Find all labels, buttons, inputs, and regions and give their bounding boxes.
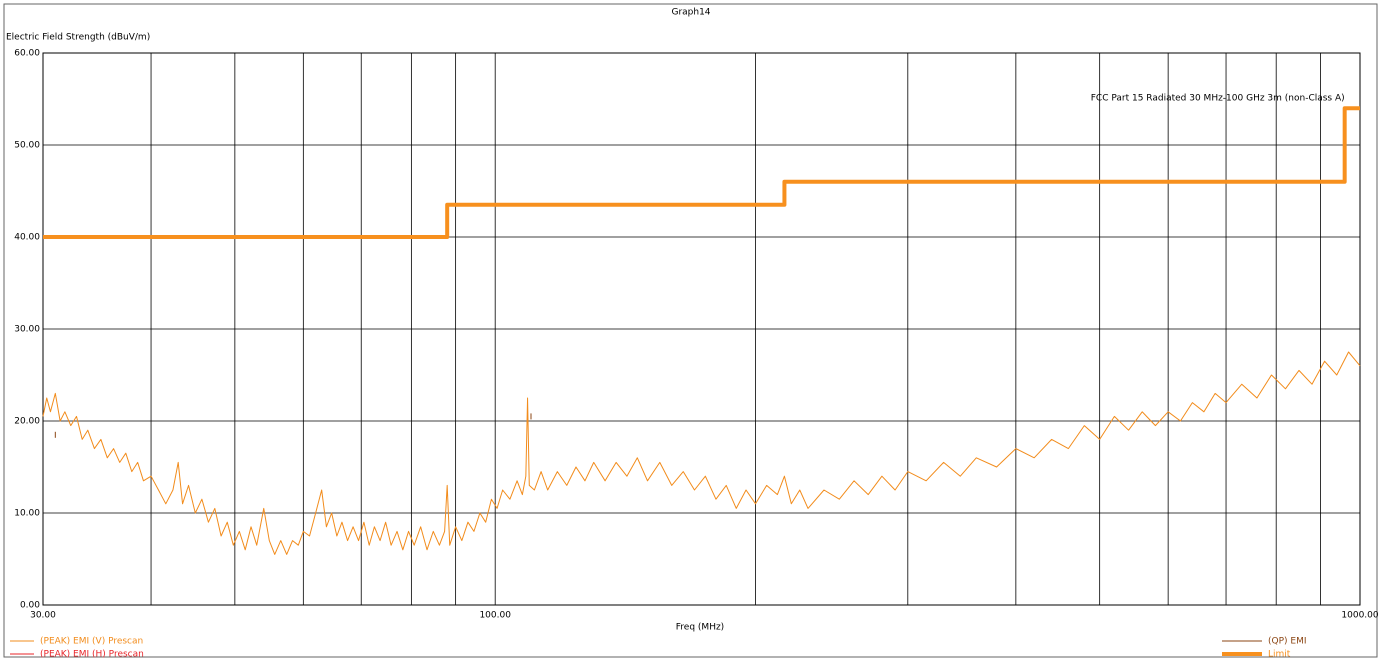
y-tick-label: 10.00 <box>14 509 40 519</box>
annotation: FCC Part 15 Radiated 30 MHz-100 GHz 3m (… <box>1091 94 1345 104</box>
x-tick-label: 1000.00 <box>1341 611 1378 621</box>
y-tick-label: 20.00 <box>14 417 40 427</box>
y-tick-label: 50.00 <box>14 141 40 151</box>
y-tick-label: 40.00 <box>14 233 40 243</box>
x-tick-label: 30.00 <box>30 611 56 621</box>
legend-label: (QP) EMI <box>1268 637 1307 647</box>
y-axis-label: Electric Field Strength (dBuV/m) <box>6 33 150 43</box>
frame <box>3 3 1378 658</box>
chart-title: Graph14 <box>671 8 710 18</box>
y-tick-label: 0.00 <box>20 601 40 611</box>
y-tick-label: 30.00 <box>14 325 40 335</box>
legend-label: Limit <box>1268 650 1291 660</box>
series-line <box>43 106 1360 239</box>
x-axis-label: Freq (MHz) <box>676 623 724 633</box>
legend-label: (PEAK) EMI (V) Prescan <box>40 637 143 647</box>
x-tick-label: 100.00 <box>479 611 511 621</box>
y-tick-label: 60.00 <box>14 49 40 59</box>
series-line <box>42 351 1361 555</box>
legend-label: (PEAK) EMI (H) Prescan <box>40 650 144 660</box>
